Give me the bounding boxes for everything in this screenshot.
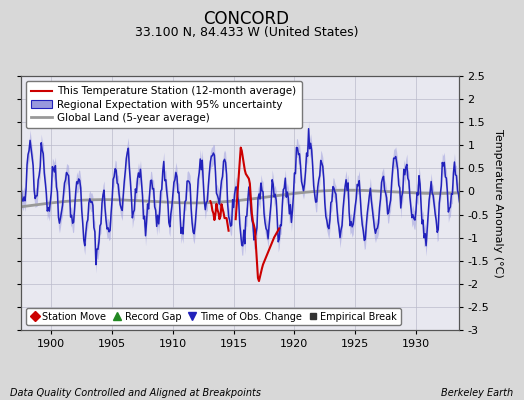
Text: Berkeley Earth: Berkeley Earth (441, 388, 514, 398)
Legend: Station Move, Record Gap, Time of Obs. Change, Empirical Break: Station Move, Record Gap, Time of Obs. C… (26, 308, 401, 325)
Text: 33.100 N, 84.433 W (United States): 33.100 N, 84.433 W (United States) (135, 26, 358, 39)
Text: Data Quality Controlled and Aligned at Breakpoints: Data Quality Controlled and Aligned at B… (10, 388, 261, 398)
Text: CONCORD: CONCORD (203, 10, 289, 28)
Y-axis label: Temperature Anomaly (°C): Temperature Anomaly (°C) (494, 129, 504, 277)
